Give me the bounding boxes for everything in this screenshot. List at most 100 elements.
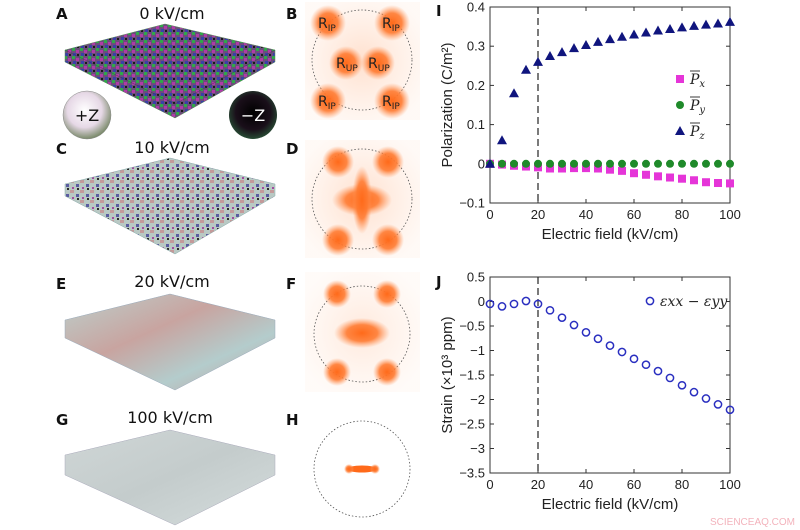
x-tick-label: 80 <box>675 477 689 492</box>
data-point-xxyy <box>641 360 651 370</box>
panel-label: A <box>56 5 68 23</box>
panel-title: 100 kV/cm <box>127 408 213 427</box>
data-point-px <box>630 169 638 178</box>
data-point-pz <box>617 31 627 41</box>
x-tick-label: 0 <box>486 207 493 222</box>
data-point-xxyy <box>605 341 615 350</box>
data-point-py <box>546 159 554 168</box>
polarization-cluster <box>344 464 380 474</box>
polarization-cluster <box>334 318 390 348</box>
data-point-pz <box>521 64 531 74</box>
panel-title: 10 kV/cm <box>134 138 209 157</box>
data-point-xxyy <box>581 328 591 337</box>
data-point-py <box>510 159 518 168</box>
y-axis-label: Strain (×10³ ppm) <box>439 316 456 433</box>
x-axis-label: Electric field (kV/cm) <box>542 496 679 513</box>
data-point-pz <box>485 158 495 168</box>
data-point-px <box>726 179 734 188</box>
panel-label: C <box>56 140 67 158</box>
data-point-px <box>714 179 722 188</box>
data-point-xxyy <box>689 387 699 397</box>
y-tick-label: 0.1 <box>467 117 485 132</box>
panel-label: J <box>435 273 442 291</box>
data-point-xxyy <box>521 296 531 306</box>
watermark: SCIENCEAQ.COM <box>710 517 795 528</box>
polarization-cluster <box>372 146 404 178</box>
panel-g: G 100 kV/cm <box>56 408 276 526</box>
y-axis-label: Polarization (C/m²) <box>439 42 456 167</box>
data-point-xxyy <box>533 299 543 309</box>
polarization-cluster <box>310 83 346 119</box>
panel-title: 20 kV/cm <box>134 272 209 291</box>
data-point-py <box>714 159 722 168</box>
data-point-pz <box>569 43 579 53</box>
data-point-px <box>546 164 554 173</box>
data-point-py <box>606 159 614 168</box>
y-tick-label: −2 <box>470 392 485 407</box>
domain-slab <box>64 429 276 526</box>
chart-strain: J 0 20 40 60 80 100 −3.5 −3 −2.5 −2 −1.5 −1 −0.5 0 0.5… <box>435 270 741 514</box>
data-point-py <box>690 159 698 168</box>
data-point-xxyy <box>545 305 555 315</box>
domain-slab <box>64 157 276 255</box>
data-point-xxyy <box>701 394 711 403</box>
svg-text:−Z: −Z <box>241 106 265 125</box>
x-tick-label: 0 <box>486 477 493 492</box>
y-tick-label: 0 <box>478 156 485 171</box>
data-point-pz <box>545 51 555 60</box>
data-point-py <box>666 159 674 168</box>
y-tick-label: −2.5 <box>459 417 485 432</box>
data-point-px <box>594 164 602 173</box>
data-point-pz <box>689 20 699 30</box>
legend-entry: Px <box>689 72 705 90</box>
data-point-pz <box>605 34 615 44</box>
y-tick-label: 0.4 <box>467 0 485 15</box>
data-point-xxyy <box>725 405 735 415</box>
data-point-pz <box>677 22 687 32</box>
chart-polarization: I 0 20 40 60 80 100−0.100.10.20.30.4Electric … <box>436 0 741 243</box>
y-tick-label: −1.5 <box>459 368 485 383</box>
y-tick-label: −3 <box>470 441 485 456</box>
panel-label: D <box>286 140 298 158</box>
data-point-py <box>678 159 686 168</box>
x-tick-label: 80 <box>675 207 689 222</box>
panel-a: A 0 kV/cm +Z −Z <box>56 4 277 140</box>
polarization-cluster <box>329 46 363 80</box>
y-tick-label: −3.5 <box>459 466 485 481</box>
y-tick-label: −1 <box>470 343 485 358</box>
data-point-py <box>726 159 734 168</box>
data-point-px <box>606 165 614 174</box>
y-tick-label: −0.5 <box>459 319 485 334</box>
legend-marker <box>675 126 685 135</box>
legend-marker <box>645 296 655 306</box>
y-tick-label: 0.3 <box>467 39 485 54</box>
panel-title: 0 kV/cm <box>139 4 204 23</box>
data-point-xxyy <box>677 380 687 390</box>
data-point-py <box>522 159 530 168</box>
data-point-pz <box>557 47 567 57</box>
data-point-py <box>642 159 650 168</box>
data-point-px <box>582 164 590 173</box>
x-tick-label: 40 <box>579 207 593 222</box>
polarization-cluster <box>352 166 372 234</box>
x-tick-label: 60 <box>627 207 641 222</box>
sphere-plus-z: +Z <box>62 90 112 140</box>
polarization-cluster <box>322 146 354 178</box>
y-tick-label: 0 <box>478 294 485 309</box>
data-point-py <box>570 159 578 168</box>
data-point-xxyy <box>593 334 603 344</box>
panel-label: B <box>286 5 297 23</box>
polarization-cluster <box>372 224 404 256</box>
data-point-pz <box>509 88 519 98</box>
panel-label: I <box>436 2 442 20</box>
x-tick-label: 60 <box>627 477 641 492</box>
data-point-xxyy <box>617 347 627 357</box>
data-point-py <box>534 159 542 168</box>
panel-d: D <box>286 140 420 258</box>
panel-f: F <box>286 272 420 392</box>
data-point-pz <box>725 16 735 26</box>
data-point-py <box>558 159 566 168</box>
sphere-minus-z: −Z <box>229 91 277 139</box>
data-point-xxyy <box>653 366 663 376</box>
data-point-px <box>690 176 698 185</box>
